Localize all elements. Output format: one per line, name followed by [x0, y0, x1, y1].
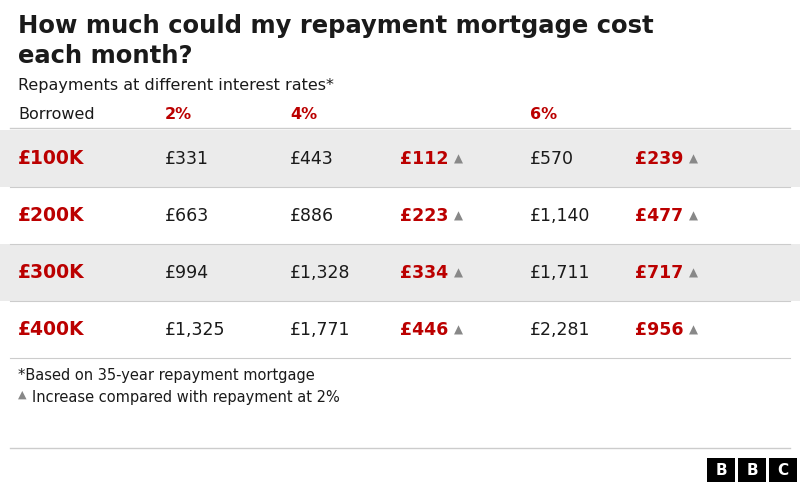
Text: 6%: 6% [530, 107, 557, 122]
Text: ▲: ▲ [18, 390, 26, 400]
Text: £570: £570 [530, 149, 574, 167]
Text: 2%: 2% [165, 107, 192, 122]
Text: Borrowed: Borrowed [18, 107, 94, 122]
Text: £112: £112 [400, 149, 449, 167]
Text: £1,325: £1,325 [165, 321, 226, 339]
Bar [769, 458, 797, 482]
Text: 4%: 4% [290, 107, 317, 122]
Text: How much could my repayment mortgage cost: How much could my repayment mortgage cos… [18, 14, 654, 38]
Text: £100K: £100K [18, 149, 84, 168]
Text: B: B [746, 463, 758, 478]
Text: C: C [778, 463, 789, 478]
Text: ▲: ▲ [454, 210, 463, 223]
Text: Increase compared with repayment at 2%: Increase compared with repayment at 2% [32, 390, 340, 405]
Text: £300K: £300K [18, 263, 85, 282]
Text: £663: £663 [165, 207, 210, 225]
Text: £331: £331 [165, 149, 209, 167]
Text: £200K: £200K [18, 206, 85, 225]
Text: ▲: ▲ [689, 267, 698, 280]
Text: ▲: ▲ [689, 324, 698, 337]
Text: £717: £717 [635, 263, 683, 281]
Bar [0, 130, 800, 187]
Text: £956: £956 [635, 321, 683, 339]
Text: £994: £994 [165, 263, 209, 281]
Text: Repayments at different interest rates*: Repayments at different interest rates* [18, 78, 334, 93]
Text: £477: £477 [635, 207, 683, 225]
Text: £334: £334 [400, 263, 448, 281]
Text: *Based on 35-year repayment mortgage: *Based on 35-year repayment mortgage [18, 368, 314, 383]
Text: £1,771: £1,771 [290, 321, 350, 339]
Bar [0, 244, 800, 301]
Bar [707, 458, 735, 482]
Text: £443: £443 [290, 149, 334, 167]
Bar [738, 458, 766, 482]
Text: ▲: ▲ [689, 153, 698, 166]
Text: £446: £446 [400, 321, 448, 339]
Text: £886: £886 [290, 207, 334, 225]
Text: ▲: ▲ [689, 210, 698, 223]
Text: ▲: ▲ [454, 153, 463, 166]
Text: £239: £239 [635, 149, 683, 167]
Text: £1,140: £1,140 [530, 207, 590, 225]
Text: £2,281: £2,281 [530, 321, 590, 339]
Text: B: B [715, 463, 727, 478]
Text: ▲: ▲ [454, 324, 463, 337]
Text: £1,711: £1,711 [530, 263, 590, 281]
Text: ▲: ▲ [454, 267, 463, 280]
Text: £400K: £400K [18, 320, 85, 339]
Text: each month?: each month? [18, 44, 193, 68]
Text: £1,328: £1,328 [290, 263, 350, 281]
Text: £223: £223 [400, 207, 448, 225]
